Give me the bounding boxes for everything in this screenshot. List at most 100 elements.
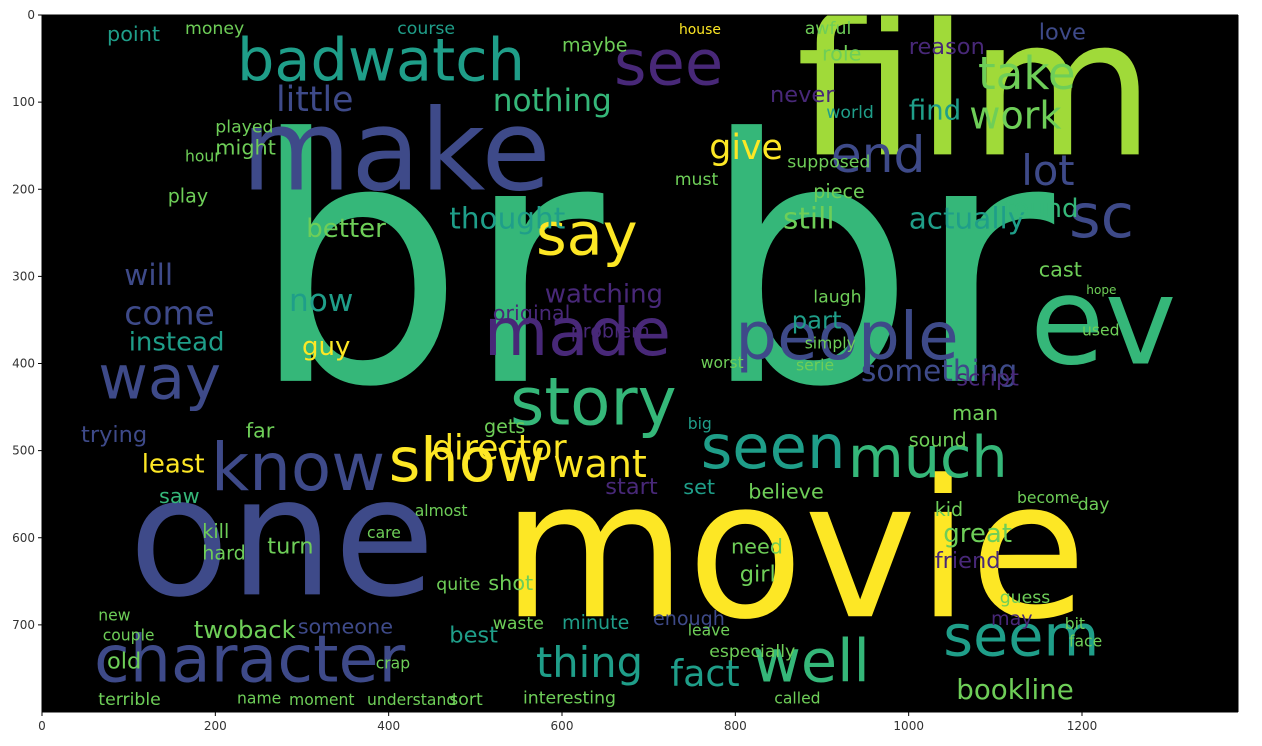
word-47: find [909,94,962,127]
word-22: seem [943,603,1099,669]
word-39: watching [545,280,663,310]
plot-background [42,15,1238,712]
word-88: might [215,135,276,159]
word-32: director [432,428,567,468]
word-12: people [735,298,958,375]
word-64: set [683,475,715,499]
word-89: played [215,118,273,138]
word-31: nothing [493,83,612,119]
word-67: big [688,415,712,433]
y-tick-label-4: 400 [12,357,35,371]
word-10: take [978,47,1076,100]
word-108: couple [103,627,155,645]
y-tick-label-3: 300 [12,269,35,283]
word-77: shot [488,571,533,595]
word-27: thing [536,638,643,687]
word-29: bookline [956,673,1073,706]
word-45: maybe [562,34,627,57]
word-43: will [124,258,173,292]
word-16: story [510,364,677,441]
word-85: kill [202,520,229,543]
y-tick-label-7: 700 [12,618,35,632]
word-93: house [679,22,721,38]
word-110: almost [415,502,468,520]
word-98: hour [185,147,221,165]
word-52: cast [1039,257,1082,281]
word-59: problem [571,319,650,342]
word-106: name [237,689,281,707]
word-82: someone [298,615,393,639]
word-119: used [1082,322,1120,340]
word-5: ev [1030,251,1176,393]
word-8: badwatch [237,25,525,94]
word-113: day [1078,495,1110,515]
word-19: seen [701,413,846,483]
word-112: become [1017,489,1079,507]
word-78: waste [493,614,544,634]
word-74: girl [740,561,776,587]
word-109: new [98,607,130,625]
y-tick-label-2: 200 [12,182,35,196]
word-54: laugh [813,288,861,308]
word-80: best [449,622,498,648]
word-25: work [969,93,1061,137]
word-83: turn [267,533,313,559]
word-44: little [276,80,353,120]
word-9: see [614,27,723,100]
word-24: lot [1021,146,1074,195]
x-tick-label-1: 200 [204,719,227,733]
word-81: twoback [194,615,296,644]
word-3: movie [501,439,1087,661]
word-120: worst [701,354,744,372]
word-55: script [956,365,1019,391]
word-101: understand [367,691,456,709]
word-49: love [1039,19,1086,45]
word-87: far [246,419,275,443]
word-51: world [826,103,874,123]
word-70: kid [935,498,963,521]
word-86: saw [159,484,200,508]
word-114: face [1069,633,1102,651]
word-11: sc [1069,182,1134,252]
word-62: least [142,449,205,479]
word-56: man [952,401,998,425]
word-121: simply [805,335,856,353]
word-30: give [709,128,783,168]
word-61: trying [81,422,147,448]
word-79: quite [436,575,480,595]
word-102: moment [289,691,355,709]
word-60: guy [302,332,350,362]
x-tick-label-2: 400 [377,719,400,733]
word-18: way [98,343,221,413]
word-13: say [536,200,638,269]
word-96: piece [813,180,864,203]
word-1: br [701,67,1058,461]
x-tick-label-6: 1200 [1067,719,1098,733]
word-36: still [783,202,835,236]
word-26: want [553,442,647,486]
axes: 0 200 400 600 800 1000 1200 0 100 200 300 400 500 600… [12,8,1239,733]
word-76: enough [653,607,725,630]
word-94: awful [805,19,852,39]
word-103: terrible [98,690,161,710]
word-28: fact [670,652,739,695]
word-37: thought [449,202,565,236]
word-17: made [484,294,671,371]
word-42: instead [129,327,225,357]
word-75: minute [562,611,629,634]
word-14: show [389,426,546,496]
word-97: must [675,170,719,190]
word-33: something [861,354,1017,388]
word-48: role [822,41,861,65]
word-122: serie [796,357,834,375]
word-35: found [1004,194,1079,224]
word-66: gets [484,415,525,438]
word-116: called [774,689,820,707]
word-90: point [107,22,160,46]
word-115: bit [1065,615,1085,633]
word-6: make [241,84,550,216]
word-118: play [168,184,208,207]
word-73: need [731,534,783,558]
word-111: care [367,524,401,542]
